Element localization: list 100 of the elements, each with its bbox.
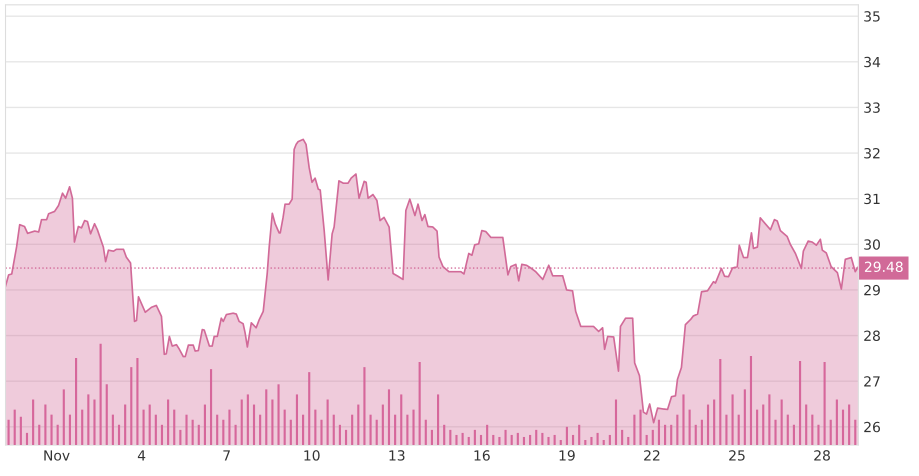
bar xyxy=(154,414,157,446)
bar xyxy=(590,436,593,446)
bar xyxy=(824,362,826,446)
x-tick-label: 28 xyxy=(814,450,830,461)
bar xyxy=(406,414,408,446)
bar xyxy=(566,426,568,446)
bar xyxy=(259,414,262,446)
bar xyxy=(308,372,310,446)
bar xyxy=(62,389,65,446)
bar xyxy=(332,414,335,446)
bar xyxy=(842,410,844,446)
bar xyxy=(338,424,341,446)
bar xyxy=(8,420,10,446)
bar xyxy=(664,424,666,446)
bar xyxy=(148,404,151,446)
bar xyxy=(87,394,90,446)
bar xyxy=(706,404,710,446)
y-tick-label: 30 xyxy=(864,239,880,250)
bar xyxy=(510,434,513,446)
bar xyxy=(112,414,114,446)
bar xyxy=(271,399,274,446)
x-tick-label: Nov xyxy=(44,450,70,461)
bar xyxy=(363,367,366,446)
bar xyxy=(418,362,421,446)
bar xyxy=(547,436,550,446)
bar xyxy=(578,424,580,446)
bar xyxy=(455,434,458,446)
y-tick-label: 27 xyxy=(864,376,880,386)
bar xyxy=(204,404,206,446)
bar xyxy=(430,430,434,446)
bar xyxy=(670,424,672,446)
bar xyxy=(738,414,740,446)
x-tick-label: 22 xyxy=(644,450,660,460)
bar xyxy=(388,389,390,446)
bar xyxy=(296,394,298,446)
bar xyxy=(805,404,808,446)
y-tick-label: 33 xyxy=(864,102,880,113)
bar xyxy=(93,399,96,446)
bar xyxy=(314,410,316,446)
bar xyxy=(382,404,384,446)
bar xyxy=(713,399,716,446)
bar xyxy=(621,430,624,446)
bar xyxy=(462,432,464,446)
bar xyxy=(836,399,838,446)
bar xyxy=(370,414,372,446)
bar xyxy=(652,430,654,446)
bar xyxy=(277,384,280,446)
y-tick-label: 29 xyxy=(864,284,880,296)
bar xyxy=(480,434,482,446)
bar xyxy=(468,436,470,446)
bar xyxy=(38,424,40,446)
bar xyxy=(535,430,538,446)
bar xyxy=(529,434,532,446)
bar xyxy=(676,414,678,446)
bar xyxy=(522,436,526,446)
bar xyxy=(504,430,507,446)
y-tick-label: 32 xyxy=(864,148,880,159)
bar xyxy=(596,432,599,446)
bar xyxy=(198,424,200,446)
bar xyxy=(56,424,59,446)
bar xyxy=(252,404,256,446)
x-tick-label: 10 xyxy=(304,450,320,461)
bar xyxy=(584,440,586,446)
bar xyxy=(394,414,396,446)
bar xyxy=(780,399,783,446)
bar xyxy=(130,367,132,446)
bar xyxy=(443,424,446,446)
bar xyxy=(731,394,734,446)
bar xyxy=(541,432,544,446)
bar xyxy=(719,358,722,446)
x-tick-label: 25 xyxy=(729,450,745,461)
bar xyxy=(185,414,188,446)
bar xyxy=(436,394,440,446)
bar xyxy=(424,420,427,446)
bar xyxy=(756,410,758,446)
y-tick-label: 26 xyxy=(864,422,880,432)
bar xyxy=(848,404,850,446)
bar xyxy=(658,420,660,446)
bar xyxy=(498,436,500,446)
bar xyxy=(228,410,231,446)
y-tick-label: 28 xyxy=(864,330,880,342)
bar xyxy=(216,414,218,446)
bar xyxy=(118,424,120,446)
bar xyxy=(284,410,286,446)
bar xyxy=(210,369,212,446)
bar xyxy=(688,410,691,446)
bar xyxy=(142,410,145,446)
bar xyxy=(290,420,292,446)
x-tick-label: 13 xyxy=(389,450,404,461)
bar xyxy=(351,414,354,446)
y-tick-label: 35 xyxy=(864,11,880,22)
bar xyxy=(798,361,802,446)
bar xyxy=(830,420,832,446)
bar xyxy=(173,410,176,446)
bar xyxy=(700,420,703,446)
bar xyxy=(167,399,170,446)
bar xyxy=(449,430,452,446)
bar xyxy=(554,434,556,446)
bar xyxy=(682,394,685,446)
bar xyxy=(32,399,34,446)
